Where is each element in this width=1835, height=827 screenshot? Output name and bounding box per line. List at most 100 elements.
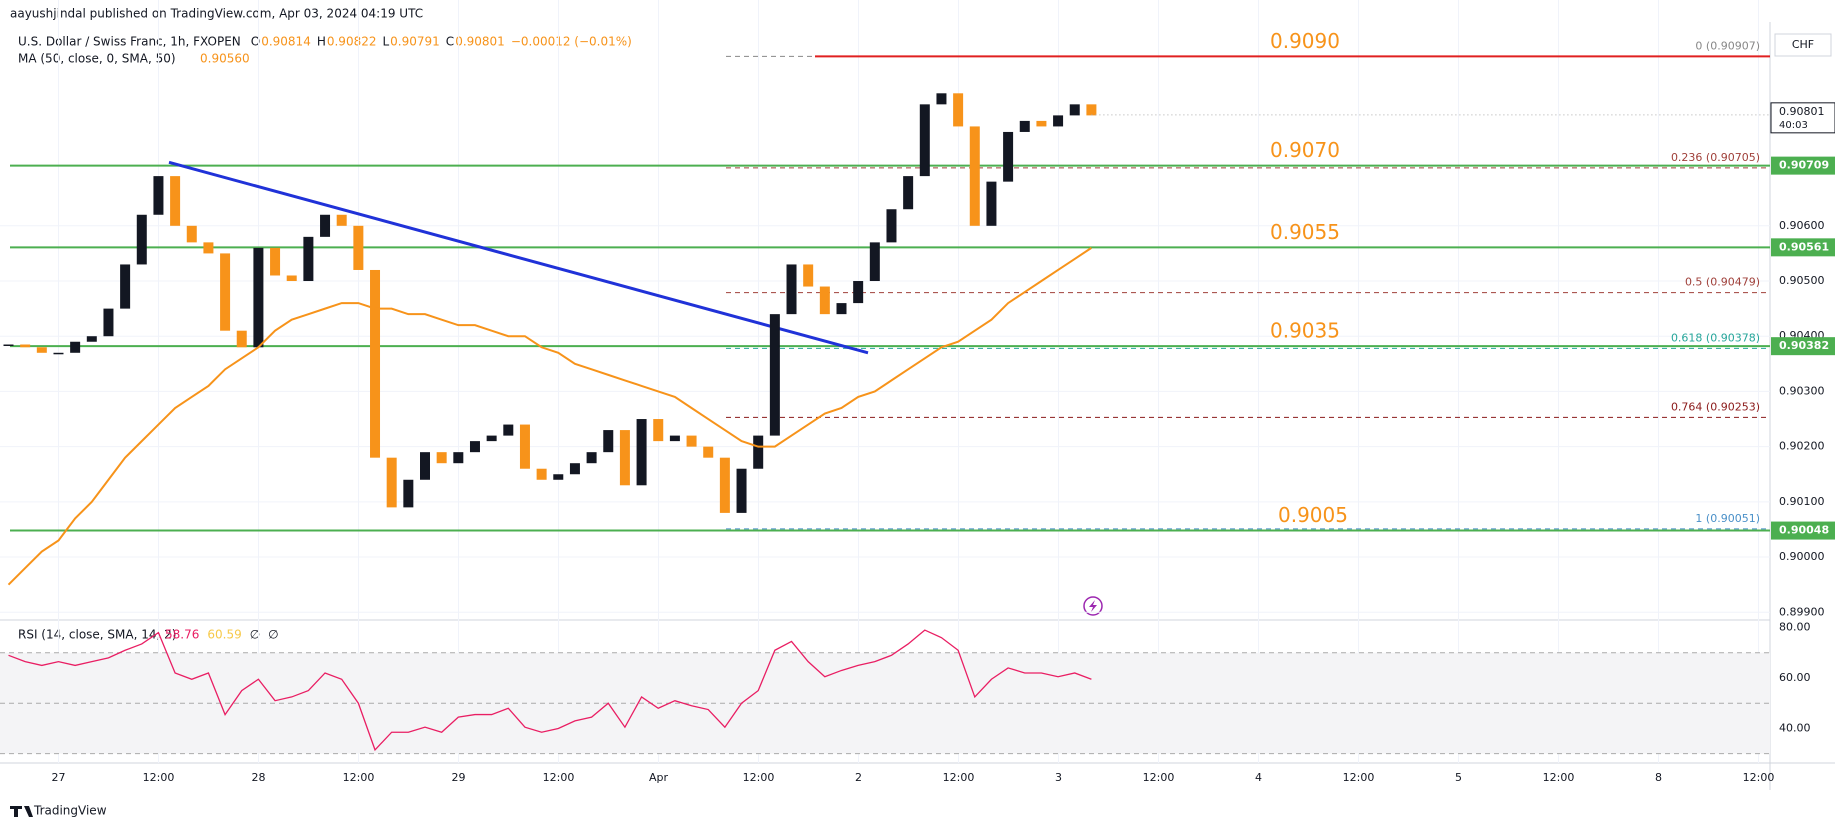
candle [886,209,897,243]
y-tick-label: 0.89900 [1779,605,1825,618]
x-tick-label: 3 [1055,771,1062,784]
ohlc-label: C [446,35,454,49]
candle [136,214,147,265]
candle [986,181,997,226]
level-label: 0.9055 [1270,220,1340,244]
price-tag [1771,238,1835,257]
rsi-value: ∅ [268,628,278,642]
candle [203,242,214,254]
candle [286,275,297,282]
rsi-value: 60.59 [207,628,241,642]
candle [786,264,797,315]
candle [336,214,347,226]
ohlc-label: L [382,35,389,49]
currency-box [1774,33,1832,57]
candle [236,330,247,348]
x-tick-label: 12:00 [1343,771,1375,784]
currency: CHF [1792,38,1814,51]
rsi-tick-label: 80.00 [1779,621,1811,634]
price-tag [1771,521,1835,540]
x-tick-label: Apr [649,771,669,784]
y-tick-label: 0.90300 [1779,384,1825,397]
candle [1019,120,1030,132]
publisher: aayushjindal published on TradingView.co… [10,7,423,21]
y-tick-label: 0.90100 [1779,495,1825,508]
trendline [168,160,869,355]
candle [486,435,497,442]
fib-label: 0.236 (0.90705) [1671,151,1760,164]
candle [803,264,814,287]
candle [1036,120,1047,127]
level-label: 0.9070 [1270,138,1340,162]
candle [853,281,864,304]
candle [603,430,614,453]
candle [453,452,464,464]
price-tag-text: 0.90382 [1779,339,1829,352]
candle [969,126,980,226]
x-tick-label: 8 [1655,771,1662,784]
candle [353,225,364,270]
fib-label: 1 (0.90051) [1695,512,1760,525]
x-tick-label: 12:00 [143,771,175,784]
ohlc-value: 0.90791 [390,35,440,49]
level-label: 0.9090 [1270,29,1340,53]
x-tick-label: 27 [52,771,66,784]
x-tick-label: 29 [452,771,466,784]
candle [903,176,914,210]
y-tick-label: 0.90600 [1779,219,1825,232]
price-tag-text: 0.90048 [1779,524,1829,537]
rsi-value: 58.76 [165,628,199,642]
timer-text: 40:03 [1779,120,1808,131]
candle [503,424,514,436]
candle [536,468,547,480]
event-icon[interactable] [1083,596,1103,616]
candle [170,176,181,226]
x-tick-label: 4 [1255,771,1262,784]
price-tag-text: 0.90709 [1779,159,1829,172]
y-tick-label: 0.90200 [1779,440,1825,453]
rsi-line [8,629,1092,752]
rsi-label: RSI (14, close, SMA, 14, 2) [18,628,176,642]
candle [769,314,780,436]
change: −0.00012 (−0.01%) [511,35,632,49]
x-tick-label: 5 [1455,771,1462,784]
rsi-tick-label: 60.00 [1779,671,1811,684]
candle [253,247,264,348]
candle [36,347,47,353]
candle [153,176,164,215]
candle [370,269,381,458]
candle [636,419,647,486]
candle [686,435,697,447]
x-tick-label: 12:00 [743,771,775,784]
candle [403,479,414,508]
candle [619,430,630,486]
x-tick-label: 12:00 [1143,771,1175,784]
candle [1069,104,1080,116]
candle [469,441,480,453]
candle [736,468,747,513]
candle [919,104,930,177]
candle [86,336,97,342]
candle [20,344,31,348]
x-tick-label: 12:00 [943,771,975,784]
symbol: U.S. Dollar / Swiss Franc, 1h, FXOPEN [18,35,241,49]
ohlc-label: H [317,35,326,49]
candle [53,352,64,355]
fib-label: 0.5 (0.90479) [1685,276,1760,289]
y-tick-label: 0.90500 [1779,274,1825,287]
last-price-tag [1770,102,1835,134]
candle [753,435,764,469]
candle [436,452,447,464]
candle [386,457,397,508]
candle [936,93,947,105]
candle [3,344,14,347]
ma-label: MA (50, close, 0, SMA, 50) [18,52,176,66]
candle [70,341,81,353]
ohlc-value: 0.90814 [261,35,311,49]
price-tag [1771,156,1835,175]
price-tag-text: 0.90561 [1779,240,1829,253]
candle [869,242,880,282]
candle [103,308,114,337]
rsi-value: ∅ [250,628,260,642]
last-price-text: 0.90801 [1779,105,1825,118]
